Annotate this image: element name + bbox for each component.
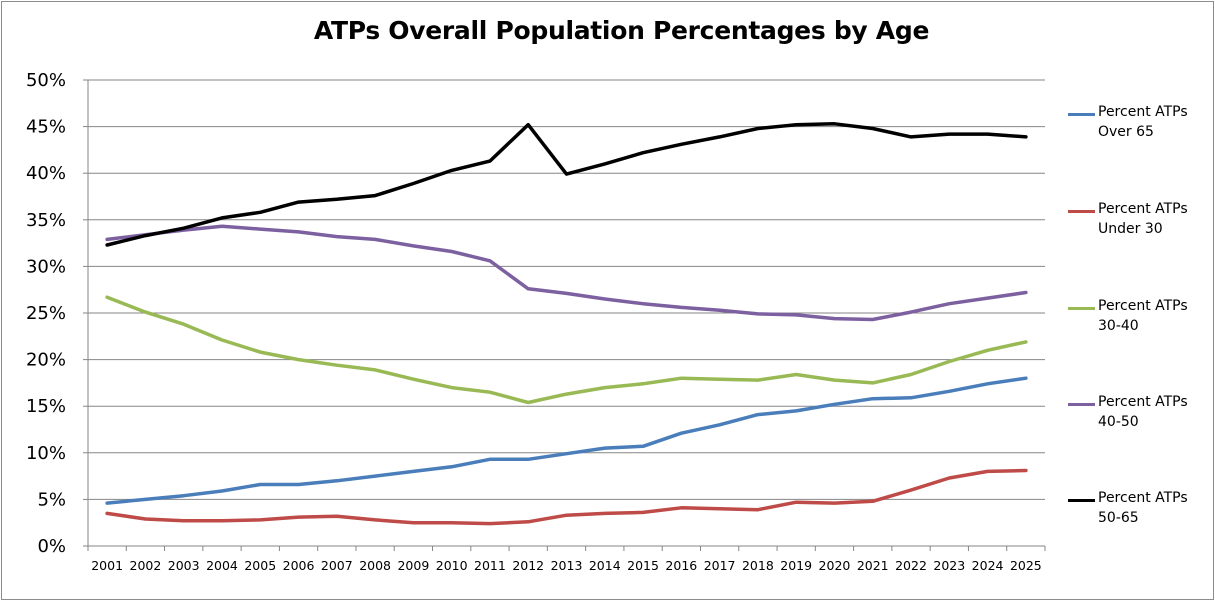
legend-label: Percent ATPs 50-65	[1098, 490, 1188, 526]
y-tick-label: 40%	[26, 163, 66, 184]
y-tick-label: 5%	[37, 489, 66, 510]
x-axis-ticks: 2001 2002 2003 2004 2005 2006 2007 2008 2009 2010…	[91, 558, 1042, 573]
x-tick-label: 2017	[704, 558, 736, 573]
x-tick-label: 2015	[627, 558, 659, 573]
x-tick-label: 2023	[933, 558, 965, 573]
y-tick-label: 25%	[26, 303, 66, 324]
x-tick-label: 2022	[895, 558, 927, 573]
x-tick-label: 2008	[359, 558, 391, 573]
x-tick-label: 2025	[1010, 558, 1042, 573]
series-line-5	[105, 122, 1028, 247]
y-tick-label: 35%	[26, 210, 66, 231]
x-tick-label: 2007	[321, 558, 353, 573]
legend-swatch	[1068, 113, 1095, 116]
y-tick-label: 10%	[26, 443, 66, 464]
x-tick-label: 2021	[857, 558, 889, 573]
series-line-3	[105, 295, 1028, 405]
x-tick-label: 2001	[91, 558, 123, 573]
legend-swatch	[1068, 210, 1095, 213]
legend-label: Percent ATPs 40-50	[1098, 394, 1188, 430]
legend-swatch	[1068, 403, 1095, 406]
y-tick-label: 0%	[37, 536, 66, 557]
x-tick-label: 2020	[819, 558, 851, 573]
x-tick-label: 2006	[283, 558, 315, 573]
series-lines	[105, 122, 1028, 526]
x-tick-label: 2016	[665, 558, 697, 573]
x-tick-label: 2009	[397, 558, 429, 573]
x-tick-label: 2002	[130, 558, 162, 573]
x-tick-label: 2004	[206, 558, 238, 573]
legend-swatch	[1068, 307, 1095, 310]
x-tick-label: 2024	[972, 558, 1004, 573]
series-line-2	[105, 468, 1028, 526]
x-tick-label: 2003	[168, 558, 200, 573]
y-tick-label: 20%	[26, 350, 66, 371]
x-tick-label: 2013	[551, 558, 583, 573]
legend-label: Percent ATPs Over 65	[1098, 104, 1188, 140]
x-tick-label: 2014	[589, 558, 621, 573]
y-axis-ticks: 0% 5% 10% 15% 20% 25% 30% 35% 40% 45% 50%	[26, 70, 66, 557]
x-tick-label: 2012	[512, 558, 544, 573]
y-tick-label: 50%	[26, 70, 66, 91]
chart-title: ATPs Overall Population Percentages by A…	[313, 16, 930, 45]
series-line-4	[105, 224, 1028, 322]
axes	[83, 79, 1046, 551]
x-tick-label: 2010	[436, 558, 468, 573]
legend-label: Percent ATPs 30-40	[1098, 298, 1188, 334]
legend-label: Percent ATPs Under 30	[1098, 201, 1188, 237]
x-tick-label: 2018	[742, 558, 774, 573]
y-tick-label: 15%	[26, 396, 66, 417]
x-tick-label: 2005	[244, 558, 276, 573]
legend-swatch	[1068, 499, 1095, 502]
series-line-1	[105, 376, 1028, 505]
gridlines	[88, 79, 1045, 500]
y-tick-label: 30%	[26, 256, 66, 277]
x-tick-label: 2019	[780, 558, 812, 573]
x-tick-label: 2011	[474, 558, 506, 573]
y-tick-label: 45%	[26, 117, 66, 138]
